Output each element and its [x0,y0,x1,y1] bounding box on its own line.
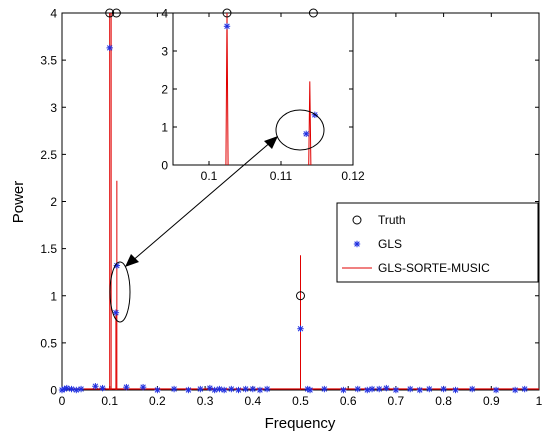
main-truth-point [105,8,115,18]
main-y-tick-label: 3 [50,101,57,115]
main-truth-point [111,8,121,18]
main-gls-point [469,385,476,393]
main-y-tick-label: 1 [50,289,57,303]
inset-x-tick-label: 0.11 [270,169,293,183]
legend-truth-symbol [352,215,362,225]
main-x-tick-label: 1 [536,394,543,408]
main-gls-point [340,386,347,394]
main-gls-point [297,325,304,332]
inset-y-tick-label: 0 [161,159,168,173]
main-gls-point [235,386,242,394]
main-gls-point [426,385,433,393]
main-gls-point [170,385,178,393]
main-gls-point [242,385,249,393]
main-gls-point [364,386,371,394]
main-gls-point [123,383,130,391]
main-x-tick-label: 0.6 [340,394,357,408]
main-gls-point [492,386,500,394]
inset-gls-point [223,23,231,30]
main-gls-point [68,385,75,393]
main-gls-point [392,386,400,394]
main-gls-point [511,386,519,394]
main-gls-point [228,385,235,393]
highlight-ellipse-inset [275,109,325,151]
main-x-tick-label: 0.9 [483,394,500,408]
x-axis-label: Frequency [265,415,336,432]
main-gls-point [354,385,361,393]
main-gls-point [106,44,113,52]
main-x-tick-label: 0.8 [435,394,452,408]
inset-data-marks [222,8,319,166]
legend-label: Truth [378,213,406,227]
main-gls-point [211,386,218,394]
main-y-tick-label: 3.5 [40,54,57,68]
y-axis-label: Power [10,181,27,224]
inset-y-tick-label: 1 [161,121,168,135]
main-y-tick-label: 0 [50,384,57,398]
inset-truth-point [308,8,318,18]
main-data-marks [58,8,539,394]
main-y-tick-label: 0.5 [40,336,57,350]
main-gls-point [440,385,447,393]
inset-y-tick-label: 2 [161,83,168,97]
main-x-tick-label: 0.3 [197,394,214,408]
main-gls-point [376,385,383,393]
main-gls-point [99,384,106,392]
main-gls-point [216,385,223,393]
main-gls-point [185,386,192,394]
main-gls-point [139,383,147,391]
highlight-ellipse-main [109,261,131,323]
main-gls-point [306,386,314,394]
inset-gls-point [303,130,310,138]
inset-plot-frame [172,12,354,166]
main-gls-point [220,386,228,394]
main-gls-point [368,385,376,393]
main-x-tick-label: 0.2 [149,394,166,408]
main-x-tick-label: 0.4 [244,394,261,408]
legend-label: GLS-SORTE-MUSIC [378,261,490,275]
main-gls-point [452,386,459,394]
main-y-tick-label: 2 [50,195,57,209]
main-gls-point [321,385,328,393]
main-x-tick-label: 0.1 [101,394,118,408]
inset-plot: 0.1 0.11 0.12 0 1 2 3 4 [161,7,365,184]
inset-spectrum-peak [308,81,312,166]
inset-y-tick-label: 3 [161,45,168,59]
main-truth-point [296,291,305,301]
main-gls-point [407,385,414,393]
main-gls-point [256,386,264,394]
main-gls-point [73,386,80,394]
inset-x-tick-label: 0.12 [341,169,365,183]
main-y-tick-label: 1.5 [40,242,57,256]
main-gls-point [154,386,161,394]
main-gls-point [521,385,528,393]
zoom-connector-arrow [125,136,278,267]
main-y-tick-label: 4 [50,7,57,21]
inset-truth-point [222,8,232,18]
legend: Truth GLS GLS-SORTE-MUSIC [336,202,539,283]
legend-box [336,202,539,283]
main-x-tick-label: 0.5 [292,394,309,408]
main-gls-point [249,385,256,393]
main-gls-point [63,384,70,392]
main-gls-point [383,384,390,392]
main-y-tick-label: 2.5 [40,148,57,162]
main-gls-point [77,385,85,393]
main-x-tick-label: 0 [59,394,66,408]
inset-x-tick-label: 0.1 [201,169,218,183]
main-x-tick-label: 0.7 [388,394,405,408]
inset-y-tick-label: 4 [161,7,168,21]
legend-gls-symbol [353,240,361,248]
inset-spectrum-peak [225,12,229,166]
main-gls-point [263,385,271,393]
inset-axis-ticks: 0.1 0.11 0.12 0 1 2 3 4 [161,7,365,184]
main-axis-ticks: 0 0.1 0.2 0.3 0.4 0.5 0.6 0.7 0.8 0.9 1 0 0.5 1 1.5 2 2.… [40,7,542,409]
legend-label: GLS [378,237,402,251]
main-gls-point [416,386,423,394]
main-gls-point [92,383,99,390]
main-gls-point [197,385,204,393]
main-gls-point [112,309,120,316]
